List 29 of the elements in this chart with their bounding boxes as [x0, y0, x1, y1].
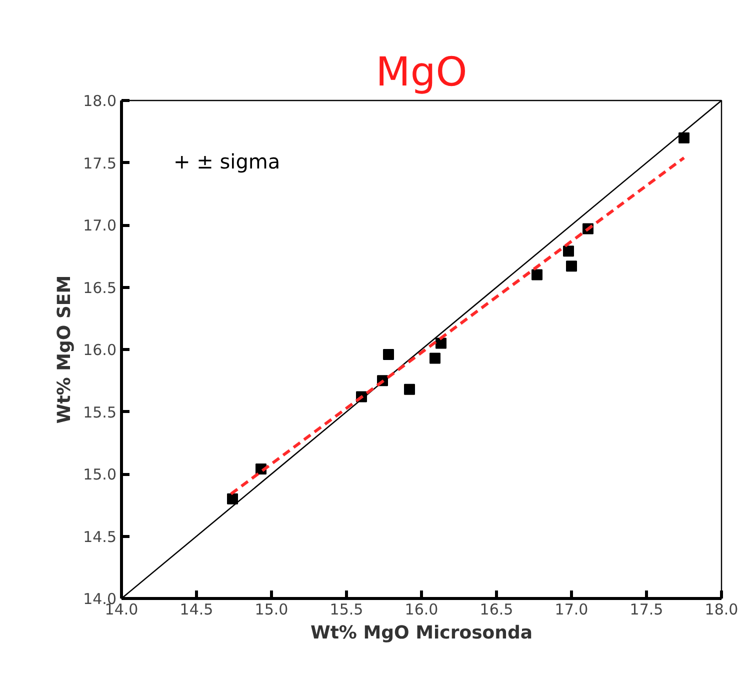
x-tick-label: 15.5	[330, 600, 364, 618]
y-tick-label: 18.0	[83, 92, 117, 110]
point	[430, 352, 440, 364]
point	[404, 384, 415, 395]
x-tick-label: 18.0	[704, 600, 738, 618]
y-tick-label: 14.5	[83, 528, 117, 546]
y-tick-label: 16.5	[83, 278, 117, 297]
x-tick-label: 15.0	[254, 600, 288, 618]
y-tick-label: 17.5	[83, 154, 117, 172]
point	[383, 348, 394, 360]
x-axis-title: Wt% MgO Microsonda	[310, 622, 533, 644]
annotation: + ± sigma	[174, 150, 280, 174]
point	[678, 132, 690, 144]
point	[566, 260, 577, 272]
chart-title: MgO	[376, 50, 468, 96]
y-axis-title: Wt% MgO SEM	[54, 275, 76, 424]
y-tick-label: 15.0	[83, 466, 117, 484]
point	[532, 269, 542, 280]
x-tick-label: 17.0	[554, 600, 588, 618]
point	[436, 338, 446, 349]
x-tick-label: 17.5	[630, 600, 664, 618]
point	[563, 246, 574, 257]
point	[227, 493, 238, 504]
y-tick-label: 16.0	[83, 341, 117, 359]
x-tick-label: 16.5	[480, 600, 514, 618]
y-tick-label: 17.0	[83, 216, 117, 234]
y-tick-label: 15.5	[83, 403, 117, 422]
x-tick-label: 14.5	[180, 600, 214, 618]
x-tick-label: 16.0	[404, 600, 438, 618]
